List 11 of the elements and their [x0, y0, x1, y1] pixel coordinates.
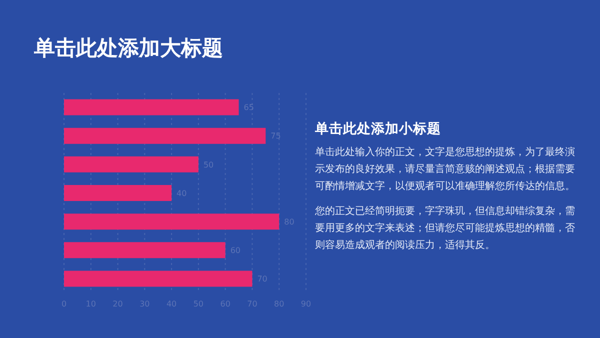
text: 单击此处输入你的正文，文字是您思想的提炼，为了最终演示发布的良好效果，请尽量言简意赅的阐述观点；根据需要可酌情增减文字，以便观者可以准确理解您所传达的信息。 — [315, 146, 575, 194]
bar — [64, 214, 280, 230]
bar — [64, 128, 266, 144]
bar — [64, 99, 239, 116]
bar — [64, 156, 198, 172]
bar — [64, 242, 226, 258]
bar — [64, 185, 172, 201]
text: 您的正文已经简明扼要，字字珠玑，但信息却错综复杂，需要用更多的文字来表述；但请您尽可能提炼思想的精髓，否则容易造成观者的阅读压力，适得其反。 — [315, 204, 575, 253]
chart-title: 单击此处添加大标题 — [34, 35, 223, 62]
bar — [64, 270, 252, 287]
text: 单击此处添加小标题 — [315, 120, 442, 138]
